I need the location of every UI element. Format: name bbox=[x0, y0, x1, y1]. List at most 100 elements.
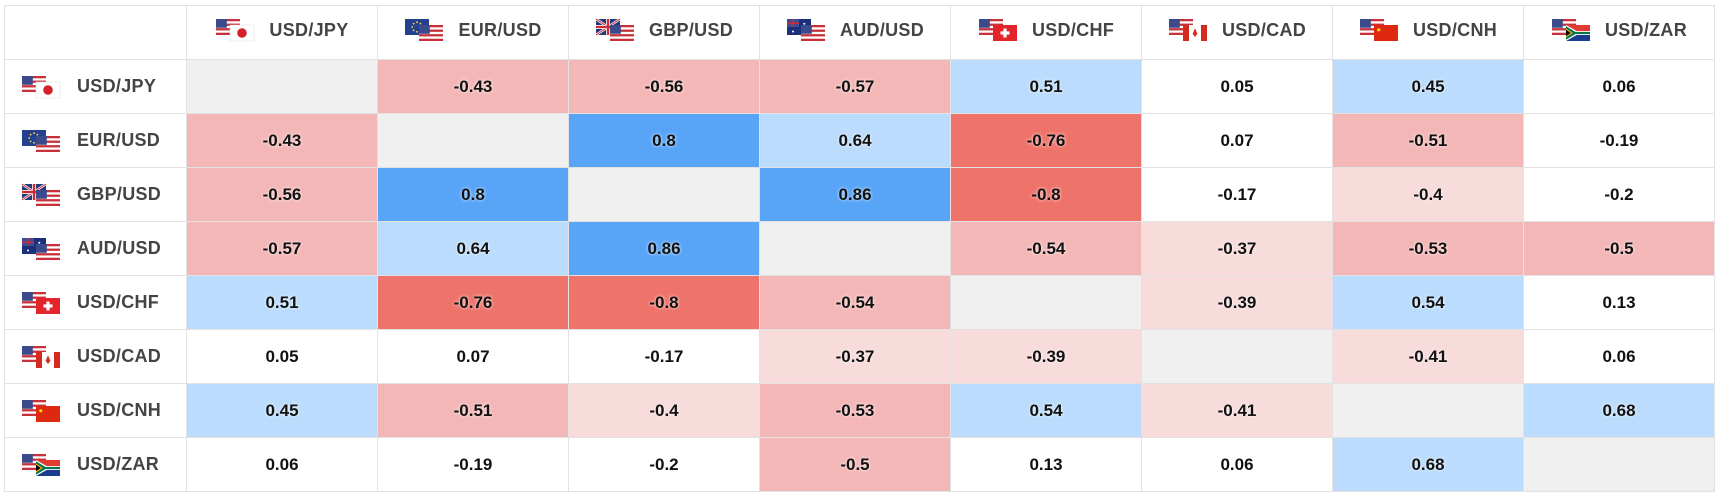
column-header-label: USD/CHF bbox=[1031, 19, 1115, 40]
correlation-table: USD/JPY EUR/USD GBP/USD AUD/USD USD/CHF USD/C… bbox=[4, 5, 1715, 492]
correlation-value: 0.45 bbox=[1411, 76, 1445, 96]
correlation-cell: 0.06 bbox=[1523, 329, 1715, 384]
column-header-label: USD/CNH bbox=[1412, 19, 1498, 40]
flag-icon bbox=[786, 19, 825, 41]
correlation-value: 0.86 bbox=[838, 184, 872, 204]
row-header-usd-cnh: USD/CNH bbox=[4, 383, 187, 438]
row-header-label: USD/CNH bbox=[77, 400, 162, 420]
row-header-aud-usd: AUD/USD bbox=[4, 221, 187, 276]
correlation-cell: -0.57 bbox=[186, 221, 378, 276]
correlation-cell: 0.64 bbox=[759, 113, 951, 168]
column-header-label: EUR/USD bbox=[458, 19, 542, 40]
correlation-value: 0.64 bbox=[456, 238, 490, 258]
correlation-value: -0.17 bbox=[1217, 184, 1257, 204]
correlation-cell: -0.54 bbox=[950, 221, 1142, 276]
flag-icon bbox=[21, 182, 60, 206]
correlation-cell: -0.8 bbox=[950, 167, 1142, 222]
correlation-cell: 0.45 bbox=[1332, 59, 1524, 114]
column-header-aud-usd: AUD/USD bbox=[759, 5, 951, 60]
row-header-usd-cad: USD/CAD bbox=[4, 329, 187, 384]
row-header-eur-usd: EUR/USD bbox=[4, 113, 187, 168]
flag-icon bbox=[22, 291, 60, 314]
correlation-value: -0.5 bbox=[1604, 238, 1634, 258]
correlation-cell: 0.05 bbox=[1141, 59, 1333, 114]
correlation-value: 0.07 bbox=[456, 346, 490, 366]
flag-icon bbox=[22, 237, 60, 260]
column-header-label: GBP/USD bbox=[648, 19, 734, 40]
correlation-cell: 0.51 bbox=[186, 275, 378, 330]
correlation-cell: -0.53 bbox=[1332, 221, 1524, 276]
correlation-value: -0.43 bbox=[262, 130, 302, 150]
correlation-value: 0.64 bbox=[838, 130, 872, 150]
correlation-value: 0.13 bbox=[1029, 454, 1063, 474]
correlation-cell: -0.17 bbox=[1141, 167, 1333, 222]
column-header-label: AUD/USD bbox=[839, 19, 925, 40]
correlation-cell: 0.13 bbox=[950, 437, 1142, 492]
flag-icon bbox=[22, 129, 60, 152]
row-header-usd-jpy: USD/JPY bbox=[4, 59, 187, 114]
flag-icon bbox=[22, 75, 61, 98]
flag-icon bbox=[1551, 19, 1590, 41]
correlation-cell: -0.2 bbox=[1523, 167, 1715, 222]
correlation-cell: 0.13 bbox=[1523, 275, 1715, 330]
correlation-value: -0.57 bbox=[262, 238, 302, 258]
correlation-value: -0.57 bbox=[835, 76, 875, 96]
correlation-cell: -0.5 bbox=[1523, 221, 1715, 276]
column-header-gbp-usd: GBP/USD bbox=[568, 5, 760, 60]
table-row: AUD/USD -0.57 0.64 0.86 -0.54 -0.37 -0.53 -0.5 bbox=[4, 221, 1715, 276]
correlation-cell: 0.07 bbox=[1141, 113, 1333, 168]
correlation-cell: 0.8 bbox=[568, 113, 760, 168]
correlation-value: -0.51 bbox=[1408, 130, 1448, 150]
row-header-label: GBP/USD bbox=[77, 184, 162, 204]
correlation-cell: -0.8 bbox=[568, 275, 760, 330]
correlation-value: -0.5 bbox=[840, 454, 870, 474]
correlation-value: -0.41 bbox=[1217, 400, 1257, 420]
row-header-label: USD/ZAR bbox=[77, 454, 160, 474]
correlation-cell: -0.19 bbox=[377, 437, 569, 492]
column-header-eur-usd: EUR/USD bbox=[377, 5, 569, 60]
row-header-usd-chf: USD/CHF bbox=[4, 275, 187, 330]
correlation-cell: -0.39 bbox=[950, 329, 1142, 384]
correlation-value: 0.06 bbox=[1602, 346, 1636, 366]
correlation-value: 0.05 bbox=[1220, 76, 1254, 96]
row-header-label: USD/CAD bbox=[77, 346, 162, 366]
correlation-cell: 0.45 bbox=[186, 383, 378, 438]
flag-icon bbox=[1168, 19, 1207, 41]
correlation-value: -0.56 bbox=[262, 184, 302, 204]
correlation-cell: -0.54 bbox=[759, 275, 951, 330]
column-header-usd-chf: USD/CHF bbox=[950, 5, 1142, 60]
table-row: USD/CHF 0.51 -0.76 -0.8 -0.54 -0.39 0.54 0.13 bbox=[4, 275, 1715, 330]
correlation-value: -0.76 bbox=[453, 292, 493, 312]
flag-icon bbox=[405, 19, 444, 41]
diagonal-cell bbox=[377, 113, 569, 168]
correlation-cell: 0.64 bbox=[377, 221, 569, 276]
correlation-value: -0.8 bbox=[649, 292, 679, 312]
correlation-value: 0.06 bbox=[1602, 76, 1636, 96]
correlation-cell: -0.76 bbox=[377, 275, 569, 330]
correlation-value: 0.8 bbox=[652, 130, 676, 150]
correlation-cell: 0.54 bbox=[950, 383, 1142, 438]
correlation-cell: -0.76 bbox=[950, 113, 1142, 168]
column-header-label: USD/JPY bbox=[269, 19, 349, 40]
diagonal-cell bbox=[950, 275, 1142, 330]
header-row: USD/JPY EUR/USD GBP/USD AUD/USD USD/CHF USD/C… bbox=[4, 5, 1715, 60]
correlation-value: -0.4 bbox=[649, 400, 679, 420]
correlation-value: -0.53 bbox=[835, 400, 875, 420]
correlation-cell: -0.57 bbox=[759, 59, 951, 114]
correlation-cell: 0.8 bbox=[377, 167, 569, 222]
correlation-value: -0.76 bbox=[1026, 130, 1066, 150]
correlation-value: -0.2 bbox=[1604, 184, 1634, 204]
correlation-value: 0.51 bbox=[1029, 76, 1063, 96]
column-header-usd-zar: USD/ZAR bbox=[1523, 5, 1715, 60]
column-header-usd-cnh: USD/CNH bbox=[1332, 5, 1524, 60]
correlation-value: 0.51 bbox=[265, 292, 299, 312]
diagonal-cell bbox=[186, 59, 378, 114]
row-header-label: AUD/USD bbox=[77, 238, 162, 258]
correlation-cell: -0.51 bbox=[1332, 113, 1524, 168]
row-header-label: USD/JPY bbox=[77, 76, 157, 96]
correlation-cell: -0.37 bbox=[1141, 221, 1333, 276]
flag-icon bbox=[978, 19, 1017, 41]
correlation-cell: -0.17 bbox=[568, 329, 760, 384]
corner-cell bbox=[4, 5, 187, 60]
correlation-value: -0.19 bbox=[453, 454, 493, 474]
